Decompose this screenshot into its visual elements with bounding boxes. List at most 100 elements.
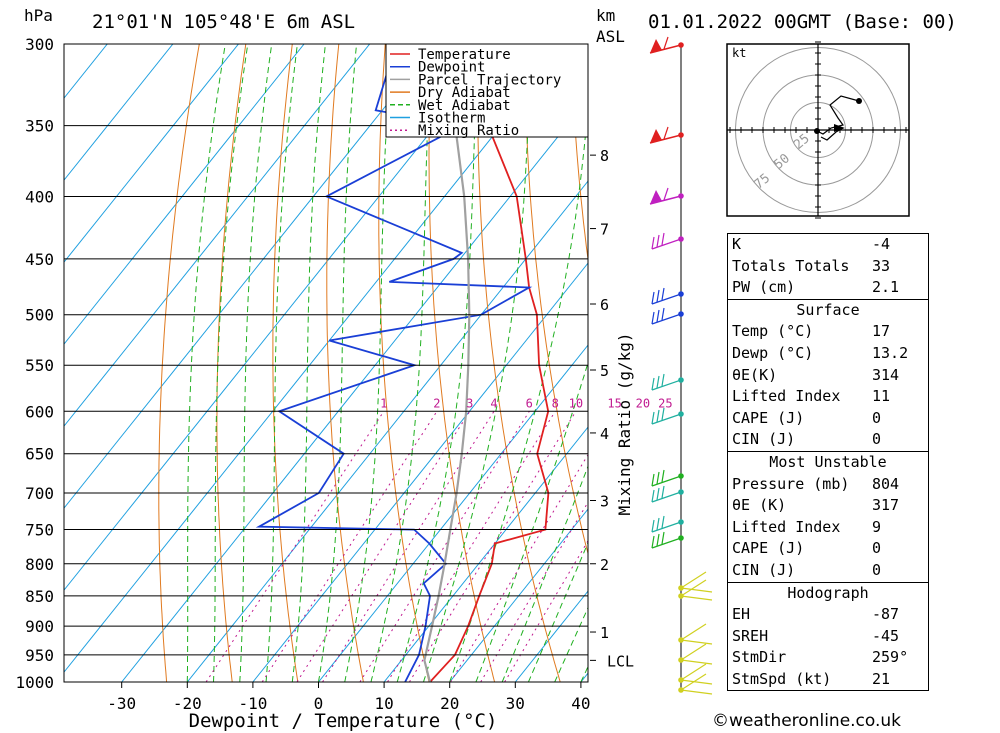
hodograph-trace [816,95,860,135]
mu-cape-value: 0 [872,539,882,558]
mu-li-value: 9 [872,517,882,536]
hodograph-start-dot [814,128,820,134]
pressure-tick-label: 400 [25,187,54,206]
isotherm-line [64,44,371,427]
stmspd-label: StmSpd (kt) [732,669,832,688]
dry-adiabat-line [216,44,247,682]
mixing-ratio-line [504,539,588,682]
wet-adiabat-line [213,44,249,682]
wind-barb [651,379,682,391]
pressure-tick-label: 550 [25,356,54,375]
surface-cin-label: CIN (J) [732,430,796,449]
totals-value: 33 [872,256,891,275]
pw-label: PW (cm) [732,278,796,297]
legend-entry: Dewpoint [418,60,485,76]
wet-adiabat-line [291,44,326,682]
wind-barb [651,413,682,425]
surface-dewp-label: Dewp (°C) [732,343,814,362]
series-dewpoint [255,44,533,682]
mu-cin-value: 0 [872,560,882,579]
surface-li-value: 11 [872,387,891,406]
surface-temp-value: 17 [872,322,891,341]
isotherm-line [121,98,588,682]
most-unstable-title: Most Unstable [769,452,887,471]
mixing-ratio-line [450,453,588,682]
mu-cape-row: CAPE (J) 0 [728,538,928,560]
isotherm-line [186,180,588,682]
wet-adiabat-line [501,464,588,682]
mu-cin-label: CIN (J) [732,560,796,579]
wind-barb [651,293,682,305]
surface-section: Surface Temp (°C) 17 Dewp (°C) 13.2 θE(K) 3… [728,298,928,451]
pressure-unit-label: hPa [24,6,53,25]
wind-barb [661,287,665,301]
height-tick-label: 1 [600,624,609,642]
mu-theta-value: 317 [872,496,900,515]
wind-barb [680,579,707,597]
height-tick-label: 8 [600,147,609,165]
isotherm-line [383,426,588,682]
stmdir-value: 259° [872,648,909,667]
isotherm-line [64,44,305,345]
isotherm-line [318,344,588,682]
wind-barb [651,521,682,533]
series-parcel-trajectory [423,44,471,682]
isotherm-line [64,44,239,263]
wind-barb [651,313,682,325]
wind-barb [661,469,665,483]
height-tick-label: 2 [600,556,609,574]
wind-barb [661,232,665,246]
x-tick-label: 30 [506,694,525,713]
hodograph-storm-marker [834,124,845,132]
mixing-ratio-label: 2 [433,396,440,410]
wind-barb [651,236,655,250]
legend-entry: Wet Adiabat [418,98,511,114]
wind-profile [649,36,713,695]
height-tick-label: 3 [600,493,609,511]
wind-barb [651,537,682,549]
surface-theta-value: 314 [872,365,900,384]
x-tick-label: 10 [374,694,393,713]
copyright[interactable]: ©weatheronline.co.uk [712,711,902,731]
pressure-tick-label: 950 [25,646,54,665]
pw-value: 2.1 [872,278,900,297]
legend-entry: Temperature [418,47,511,63]
wind-barb [680,689,713,695]
mixing-ratio-label: 25 [658,396,672,410]
dry-adiabat-line [158,44,200,682]
wind-barb [651,475,682,487]
mixing-ratio-label: 1 [380,396,387,410]
wind-barb [656,289,660,303]
wet-adiabat-line [527,541,588,682]
hodograph-stats-title: Hodograph [787,583,869,602]
wet-adiabat-line [186,44,226,682]
wind-barb [651,519,655,533]
mixing-ratio-label: 8 [552,396,559,410]
most-unstable-section: Most Unstable Pressure (mb) 804 θE (K) 317… [728,450,928,582]
isotherm-line [64,44,567,673]
height-tick-label: 4 [600,425,609,443]
isotherm-line [64,44,436,509]
mixing-ratio-label: 15 [607,396,621,410]
wet-adiabat-line [239,44,273,682]
wind-pennant [650,129,662,143]
asl-unit-label: ASL [596,27,625,46]
mixing-ratio-line [480,501,588,682]
surface-theta-row: θE(K) 314 [728,365,928,387]
mu-cin-row: CIN (J) 0 [728,560,928,582]
totals-row: Totals Totals 33 [728,256,928,278]
wind-barb [656,487,660,501]
indices-section: K -4 Totals Totals 33 PW (cm) 2.1 [728,234,928,299]
wind-barb [651,489,655,503]
pressure-tick-label: 900 [25,617,54,636]
height-tick-label: 5 [600,362,609,380]
wind-barb [656,517,660,531]
dry-adiabat-line [570,44,588,263]
x-tick-label: -20 [173,694,202,713]
legend-entry: Isotherm [418,111,485,127]
totals-label: Totals Totals [732,256,850,275]
wet-adiabat-line [554,606,588,682]
surface-cape-value: 0 [872,408,882,427]
mixing-ratio-line [359,411,530,682]
